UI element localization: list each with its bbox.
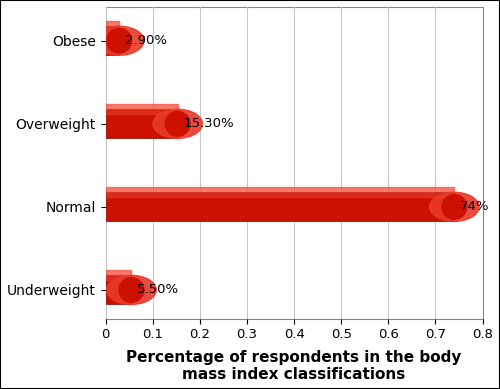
Ellipse shape — [94, 26, 144, 55]
Bar — [106, 271, 132, 274]
Ellipse shape — [442, 194, 466, 219]
Text: 74%: 74% — [460, 200, 490, 213]
Ellipse shape — [106, 275, 156, 305]
Bar — [106, 21, 119, 25]
Bar — [106, 270, 132, 280]
Bar — [106, 21, 119, 31]
Bar — [106, 187, 455, 191]
Ellipse shape — [153, 109, 202, 138]
Text: 5.50%: 5.50% — [137, 284, 179, 296]
Bar — [106, 105, 178, 108]
Bar — [106, 26, 119, 55]
Bar — [106, 275, 132, 305]
Text: 15.30%: 15.30% — [184, 117, 234, 130]
Ellipse shape — [166, 111, 190, 136]
Bar — [106, 104, 178, 114]
Ellipse shape — [119, 277, 144, 302]
Bar — [106, 192, 455, 221]
Ellipse shape — [430, 192, 479, 221]
Bar — [106, 187, 455, 197]
Bar — [106, 109, 178, 138]
Ellipse shape — [107, 28, 132, 53]
Text: 2.90%: 2.90% — [125, 34, 167, 47]
X-axis label: Percentage of respondents in the body
mass index classifications: Percentage of respondents in the body ma… — [126, 350, 462, 382]
